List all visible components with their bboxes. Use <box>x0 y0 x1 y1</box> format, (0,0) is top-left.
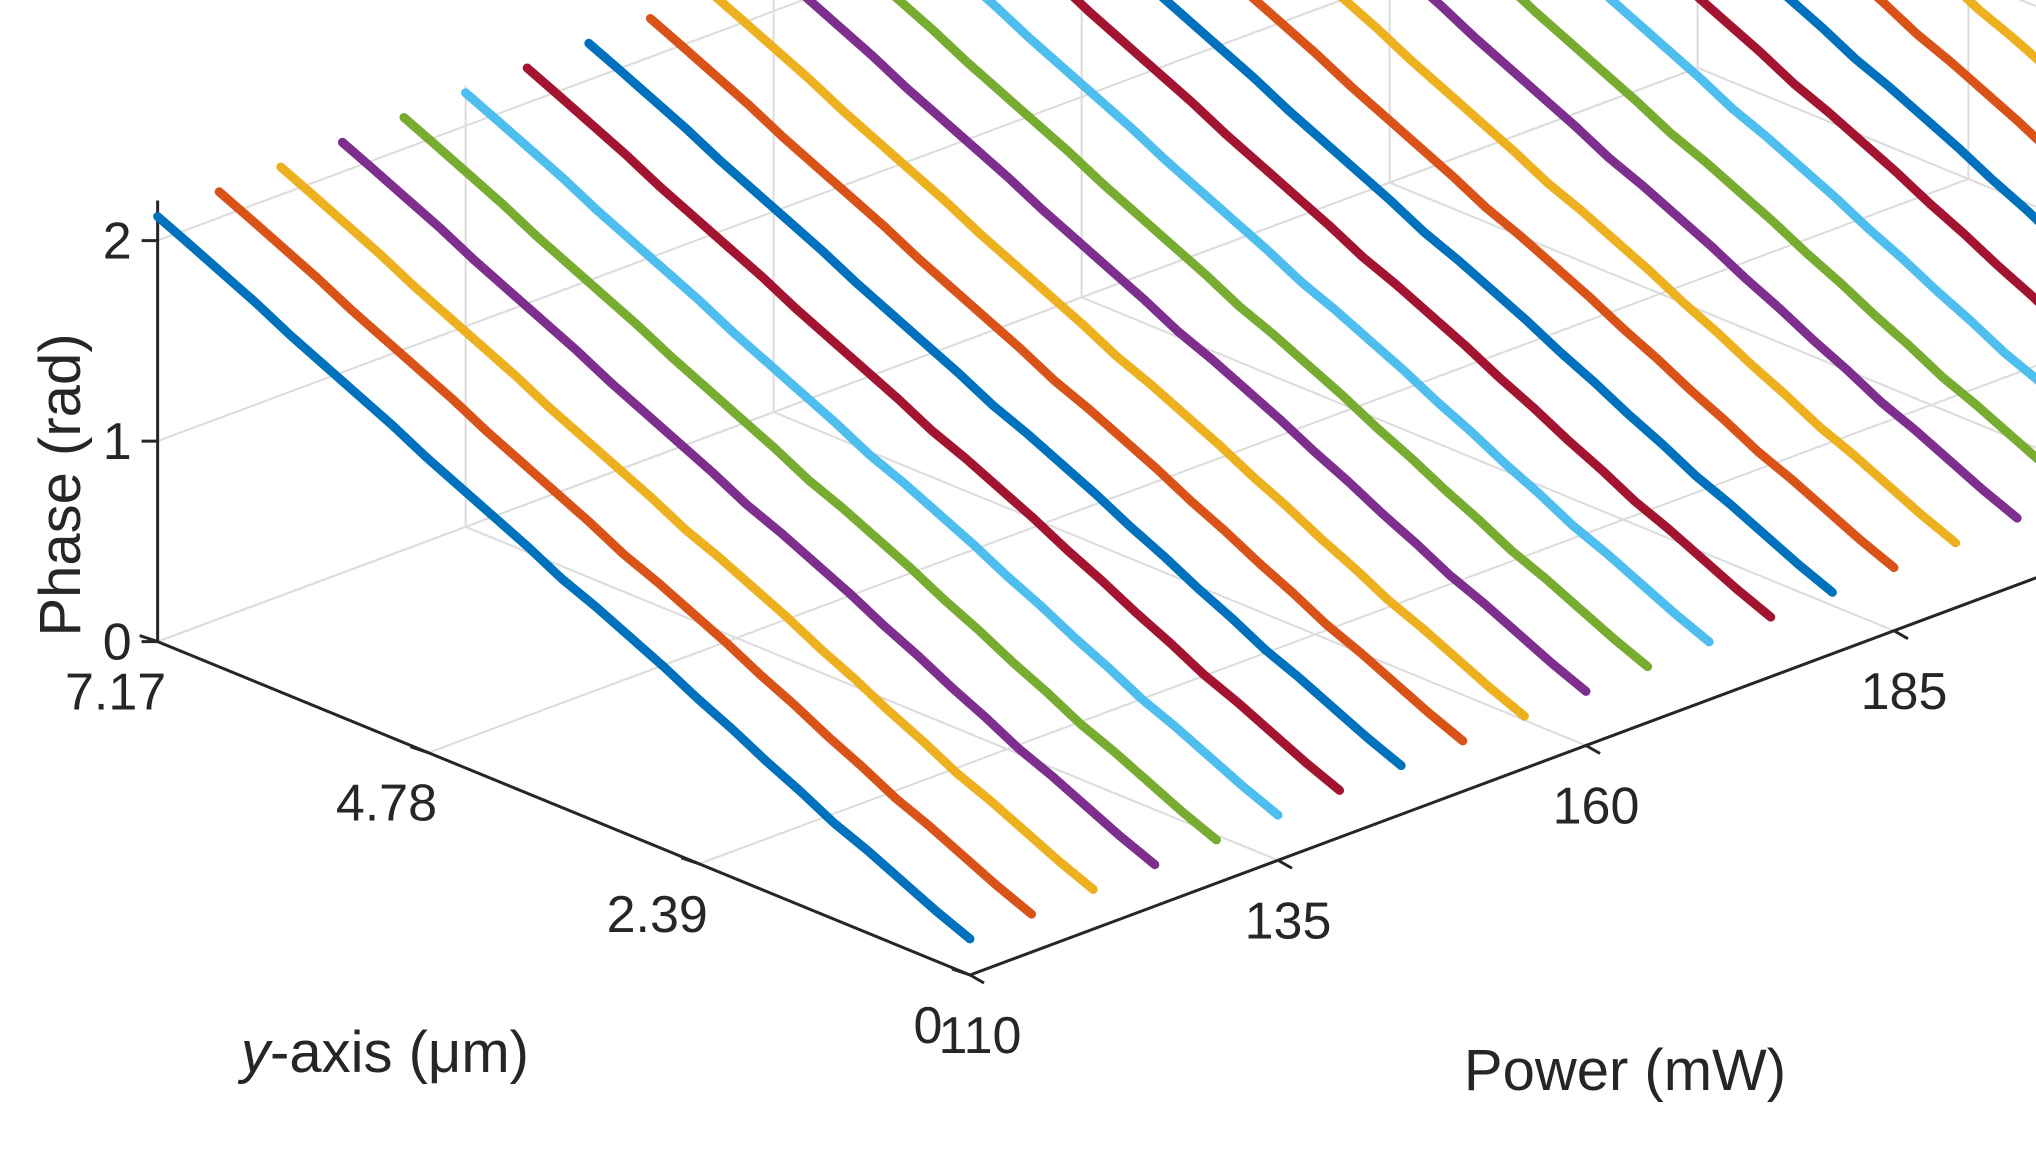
x-tick-label: 185 <box>1861 663 1948 721</box>
axes <box>139 200 2036 985</box>
z-axis-label: Phase (rad) <box>28 333 93 636</box>
series-line-215mW <box>1784 0 2036 225</box>
series-line-175mW <box>1070 0 1776 622</box>
series-line-125mW <box>337 137 1160 870</box>
floor-grid-line <box>1389 181 2036 449</box>
series-line-230mW <box>1636 0 2036 345</box>
series-line-200mW <box>1516 0 2036 464</box>
x-tick-mark <box>969 973 985 985</box>
series-line-150mW <box>645 14 1468 746</box>
x-tick-label: 160 <box>1553 778 1640 836</box>
x-tick-mark <box>1893 629 1909 641</box>
series-line-180mW <box>1158 0 1837 597</box>
y-tick-label: 4.78 <box>336 775 437 833</box>
series-line-130mW <box>399 113 1221 845</box>
series-line-145mW <box>584 38 1406 771</box>
y-tick-mark <box>680 856 700 866</box>
y-axis-line <box>157 640 971 977</box>
series-lines <box>153 0 2036 944</box>
series-line-115mW <box>214 187 1037 919</box>
series-line-205mW <box>1604 0 2036 385</box>
series-line-120mW <box>276 162 1098 894</box>
series-line-135mW <box>461 88 1283 820</box>
x-axis-label: Power (mW) <box>1464 1038 1786 1103</box>
z-tick-label: 0 <box>103 614 132 672</box>
y-tick-mark <box>951 967 971 977</box>
z-tick-label: 2 <box>103 213 132 271</box>
back-wall-grid-line <box>157 0 807 242</box>
series-line-225mW <box>1962 0 2036 65</box>
x-tick-label: 110 <box>939 1007 1022 1065</box>
floor-grid-line <box>428 178 1969 754</box>
series-line-210mW <box>1694 0 2036 306</box>
x-tick-mark <box>1585 744 1601 755</box>
floor-grid-line <box>1081 296 1895 632</box>
series-line-195mW <box>1427 0 2022 523</box>
series-line-220mW <box>1873 0 2036 145</box>
back-wall-grid-line <box>157 0 1345 443</box>
x-axis-line <box>969 576 2036 977</box>
y-tick-mark <box>409 745 429 755</box>
series-line-170mW <box>981 0 1714 647</box>
series-line-140mW <box>522 63 1345 795</box>
z-tick-label: 1 <box>103 413 132 471</box>
series-line-160mW <box>802 0 1591 696</box>
series-line-165mW <box>892 0 1653 672</box>
series-line-110mW <box>153 212 975 944</box>
x-tick-mark <box>1277 858 1293 870</box>
x-tick-label: 135 <box>1245 892 1332 950</box>
y-tick-label: 0 <box>914 997 943 1055</box>
y-tick-label: 7.17 <box>65 664 166 722</box>
y-axis-label-rest: -axis (μm) <box>270 1020 529 1085</box>
floor-grid-line <box>773 411 1587 747</box>
y-axis-label: y-axis (μm) <box>237 1020 529 1085</box>
side-wall-grid-line <box>1697 66 2036 208</box>
y-tick-label: 2.39 <box>607 886 708 944</box>
series-line-155mW <box>712 0 1529 721</box>
series-line-190mW <box>1338 0 1961 548</box>
y-axis-label-variable: y <box>237 1020 273 1085</box>
series-line-185mW <box>1248 0 1899 573</box>
